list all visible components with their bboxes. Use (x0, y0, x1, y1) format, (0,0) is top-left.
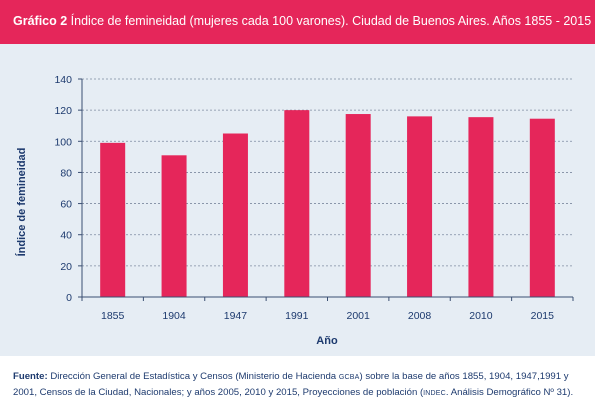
y-tick-label: 80 (60, 167, 72, 179)
source-label: Fuente: (13, 371, 48, 382)
source-note: Fuente: Dirección General de Estadística… (13, 369, 588, 401)
source-indec: INDEC (423, 390, 446, 397)
tick-labels: 0 20 40 60 80 100 120 140 1855 1904 1947 1991 2001 20… (54, 74, 554, 322)
source-text-3: . Análisis Demográfico Nº 31). (445, 387, 574, 398)
x-tick-label: 1991 (285, 310, 309, 322)
y-tick-label: 60 (60, 199, 72, 211)
y-tick-label: 120 (54, 105, 72, 117)
bar (529, 118, 555, 297)
x-tick-label: 2008 (408, 310, 432, 322)
x-tick-label: 2001 (347, 310, 371, 322)
source-gcba: GCBA (338, 374, 360, 381)
chart-header: Gráfico 2 Índice de femineidad (mujeres … (0, 0, 595, 44)
y-axis-label: Índice de femineidad (15, 148, 28, 257)
bar (407, 116, 433, 297)
y-tick-label: 40 (60, 230, 72, 242)
bar (222, 133, 248, 297)
chart-title-text: Índice de femineidad (mujeres cada 100 v… (70, 14, 592, 28)
y-tick-label: 100 (54, 136, 72, 148)
x-tick-label: 1855 (101, 310, 125, 322)
chart-number-label: Gráfico 2 (13, 14, 68, 28)
chart-title: Gráfico 2 Índice de femineidad (mujeres … (13, 14, 591, 28)
bar (468, 117, 494, 298)
x-axis-label: Año (316, 335, 338, 347)
x-tick-label: 2015 (531, 310, 555, 322)
source-text-1: Dirección General de Estadística y Censo… (47, 371, 339, 382)
y-tick-label: 140 (54, 74, 72, 86)
gridlines (82, 78, 573, 267)
y-tick-label: 0 (66, 292, 72, 304)
source-text-2: ) sobre la base de años 1855, 1904, 1947… (13, 371, 569, 398)
bar (161, 155, 187, 297)
bar (100, 142, 126, 297)
bars (100, 110, 555, 298)
bar (284, 110, 310, 298)
x-tick-label: 2010 (469, 310, 493, 322)
bar (345, 114, 371, 298)
axes (78, 78, 574, 301)
y-tick-label: 20 (60, 261, 72, 273)
x-tick-label: 1947 (224, 310, 248, 322)
x-tick-label: 1904 (162, 310, 186, 322)
bar-chart: 0 20 40 60 80 100 120 140 1855 1904 1947 1991 2001 20… (15, 74, 574, 347)
